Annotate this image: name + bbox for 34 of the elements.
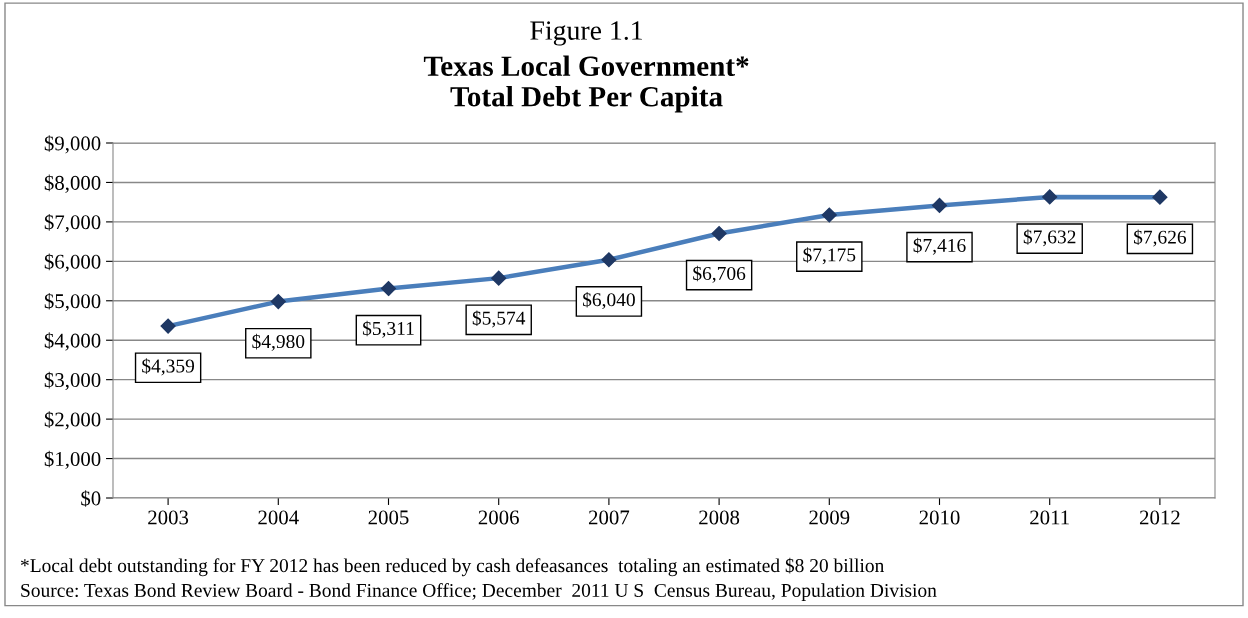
y-tick-label: $9,000 <box>44 135 101 154</box>
chart-subtitle: Texas Local Government* Total Debt Per Capita <box>423 55 749 113</box>
x-tick-label: 2012 <box>1139 510 1180 525</box>
x-tick-label: 2008 <box>699 510 740 525</box>
text: *Local debt outstanding for FY 2012 has been reduced by cash defeasances totaling an estimated $8 20 billion <box>20 557 885 577</box>
text: $5,311 <box>362 320 414 338</box>
x-tick-label: 2005 <box>368 510 409 525</box>
text: $4,359 <box>142 358 195 376</box>
text: $4,980 <box>252 333 305 351</box>
y-tick-label: $0 <box>81 490 101 507</box>
x-tick-label: 2007 <box>588 510 630 525</box>
x-tick-label: 2003 <box>148 510 189 525</box>
x-tick-label: 2004 <box>258 510 299 525</box>
x-tick-label: 2006 <box>478 510 519 525</box>
text: $6,040 <box>583 292 635 310</box>
y-tick-label: $3,000 <box>44 371 101 391</box>
x-tick-label: 2009 <box>809 510 850 525</box>
source-note: Source: Texas Bond Review Board - Bond Finance Office; December 2011 U S Census Bureau, Population Division <box>21 583 937 601</box>
x-tick-label: 2011 <box>1030 510 1069 525</box>
y-tick-label: $2,000 <box>44 411 101 430</box>
y-tick-label: $1,000 <box>44 450 101 469</box>
y-tick-label: $8,000 <box>44 174 101 193</box>
text: $7,175 <box>803 247 856 265</box>
text: $7,416 <box>913 237 966 255</box>
text: $7,626 <box>1134 229 1187 247</box>
text: $5,574 <box>472 310 526 328</box>
y-tick-label: $5,000 <box>44 292 101 312</box>
y-tick-label: $7,000 <box>44 214 101 233</box>
text: $7,632 <box>1023 229 1076 247</box>
y-tick-label: $6,000 <box>44 253 101 272</box>
y-tick-label: $4,000 <box>44 332 101 351</box>
x-tick-label: 2010 <box>919 510 960 525</box>
chart-title: Figure 1.1 <box>530 21 642 46</box>
text: $6,706 <box>693 265 746 283</box>
